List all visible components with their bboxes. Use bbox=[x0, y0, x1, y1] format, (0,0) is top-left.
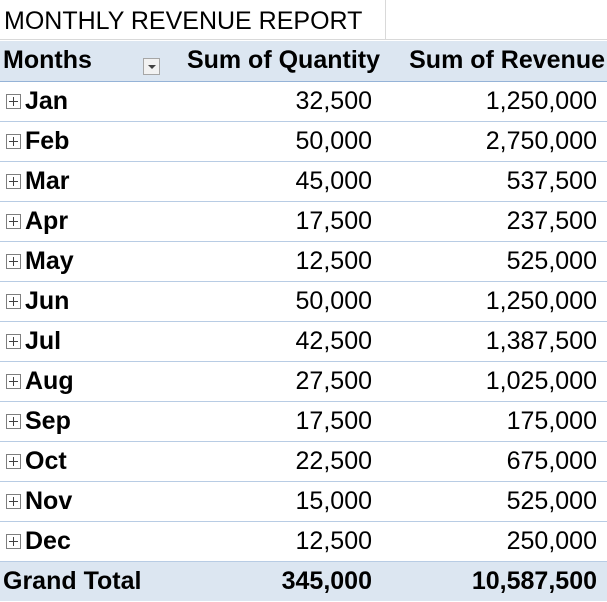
revenue-cell: 237,500 bbox=[506, 206, 597, 235]
plus-box-icon[interactable] bbox=[6, 533, 21, 549]
months-header: Months bbox=[0, 41, 165, 81]
month-cell: Oct bbox=[0, 441, 165, 481]
plus-box-icon[interactable] bbox=[6, 93, 21, 109]
pivot-row: Sep 17,500 175,000 bbox=[0, 401, 607, 441]
quantity-header: Sum of Quantity bbox=[186, 46, 380, 75]
quantity-cell: 27,500 bbox=[295, 366, 372, 395]
quantity-cell: 17,500 bbox=[295, 206, 372, 235]
month-cell: May bbox=[0, 241, 165, 281]
grand-total-revenue: 10,587,500 bbox=[471, 566, 597, 595]
month-label: Oct bbox=[25, 446, 67, 475]
plus-box-icon[interactable] bbox=[6, 173, 21, 189]
plus-box-icon[interactable] bbox=[6, 453, 21, 469]
plus-box-icon[interactable] bbox=[6, 213, 21, 229]
pivot-row: Jul 42,500 1,387,500 bbox=[0, 321, 607, 361]
pivot-row: Feb 50,000 2,750,000 bbox=[0, 121, 607, 161]
revenue-cell: 675,000 bbox=[506, 446, 597, 475]
month-label: Sep bbox=[25, 406, 71, 435]
revenue-cell: 1,250,000 bbox=[485, 86, 597, 115]
month-label: Jan bbox=[25, 86, 69, 115]
quantity-cell: 42,500 bbox=[295, 326, 372, 355]
month-label: Feb bbox=[25, 126, 70, 155]
plus-box-icon[interactable] bbox=[6, 413, 21, 429]
cell-divider bbox=[385, 0, 386, 40]
plus-box-icon[interactable] bbox=[6, 133, 21, 149]
title-row: MONTHLY REVENUE REPORT bbox=[0, 0, 607, 40]
pivot-row: May 12,500 525,000 bbox=[0, 241, 607, 281]
month-cell: Sep bbox=[0, 401, 165, 441]
month-cell: Jul bbox=[0, 321, 165, 361]
revenue-cell: 525,000 bbox=[506, 246, 597, 275]
month-cell: Aug bbox=[0, 361, 165, 401]
quantity-cell: 50,000 bbox=[295, 126, 372, 155]
revenue-cell: 175,000 bbox=[506, 406, 597, 435]
month-label: May bbox=[25, 246, 74, 275]
month-label: Jun bbox=[25, 286, 70, 315]
revenue-cell: 1,250,000 bbox=[485, 286, 597, 315]
pivot-row: Aug 27,500 1,025,000 bbox=[0, 361, 607, 401]
pivot-row: Dec 12,500 250,000 bbox=[0, 521, 607, 561]
quantity-cell: 15,000 bbox=[295, 486, 372, 515]
pivot-row: Oct 22,500 675,000 bbox=[0, 441, 607, 481]
month-cell: Mar bbox=[0, 161, 165, 201]
grand-total-label: Grand Total bbox=[3, 566, 142, 595]
plus-box-icon[interactable] bbox=[6, 493, 21, 509]
month-label: Jul bbox=[25, 326, 62, 355]
quantity-cell: 12,500 bbox=[295, 526, 372, 555]
month-label: Mar bbox=[25, 166, 70, 195]
revenue-cell: 250,000 bbox=[506, 526, 597, 555]
month-label: Aug bbox=[25, 366, 74, 395]
report-title: MONTHLY REVENUE REPORT bbox=[4, 7, 363, 35]
month-cell: Nov bbox=[0, 481, 165, 521]
month-cell: Apr bbox=[0, 201, 165, 241]
pivot-header-row: Months Sum of Quantity Sum of Revenue bbox=[0, 41, 607, 81]
revenue-cell: 525,000 bbox=[506, 486, 597, 515]
month-label: Dec bbox=[25, 526, 71, 555]
quantity-cell: 17,500 bbox=[295, 406, 372, 435]
month-label: Apr bbox=[25, 206, 69, 235]
revenue-cell: 1,025,000 bbox=[485, 366, 597, 395]
months-header-label: Months bbox=[3, 46, 92, 75]
plus-box-icon[interactable] bbox=[6, 253, 21, 269]
month-cell: Jun bbox=[0, 281, 165, 321]
plus-box-icon[interactable] bbox=[6, 333, 21, 349]
pivot-row: Jan 32,500 1,250,000 bbox=[0, 81, 607, 121]
quantity-cell: 12,500 bbox=[295, 246, 372, 275]
filter-dropdown-button[interactable] bbox=[143, 58, 160, 75]
revenue-header: Sum of Revenue bbox=[409, 46, 605, 75]
pivot-row: Apr 17,500 237,500 bbox=[0, 201, 607, 241]
pivot-table: Months Sum of Quantity Sum of Revenue Ja… bbox=[0, 41, 607, 601]
revenue-cell: 537,500 bbox=[506, 166, 597, 195]
dropdown-arrow-icon bbox=[147, 65, 156, 69]
revenue-cell: 1,387,500 bbox=[485, 326, 597, 355]
quantity-cell: 32,500 bbox=[295, 86, 372, 115]
revenue-cell: 2,750,000 bbox=[485, 126, 597, 155]
quantity-cell: 50,000 bbox=[295, 286, 372, 315]
month-cell: Feb bbox=[0, 121, 165, 161]
month-label: Nov bbox=[25, 486, 73, 515]
grand-total-row: Grand Total 345,000 10,587,500 bbox=[0, 561, 607, 601]
quantity-cell: 22,500 bbox=[295, 446, 372, 475]
quantity-cell: 45,000 bbox=[295, 166, 372, 195]
pivot-row: Mar 45,000 537,500 bbox=[0, 161, 607, 201]
month-cell: Jan bbox=[0, 81, 165, 121]
pivot-row: Jun 50,000 1,250,000 bbox=[0, 281, 607, 321]
plus-box-icon[interactable] bbox=[6, 293, 21, 309]
pivot-row: Nov 15,000 525,000 bbox=[0, 481, 607, 521]
month-cell: Dec bbox=[0, 521, 165, 561]
grand-total-quantity: 345,000 bbox=[281, 566, 372, 595]
plus-box-icon[interactable] bbox=[6, 373, 21, 389]
